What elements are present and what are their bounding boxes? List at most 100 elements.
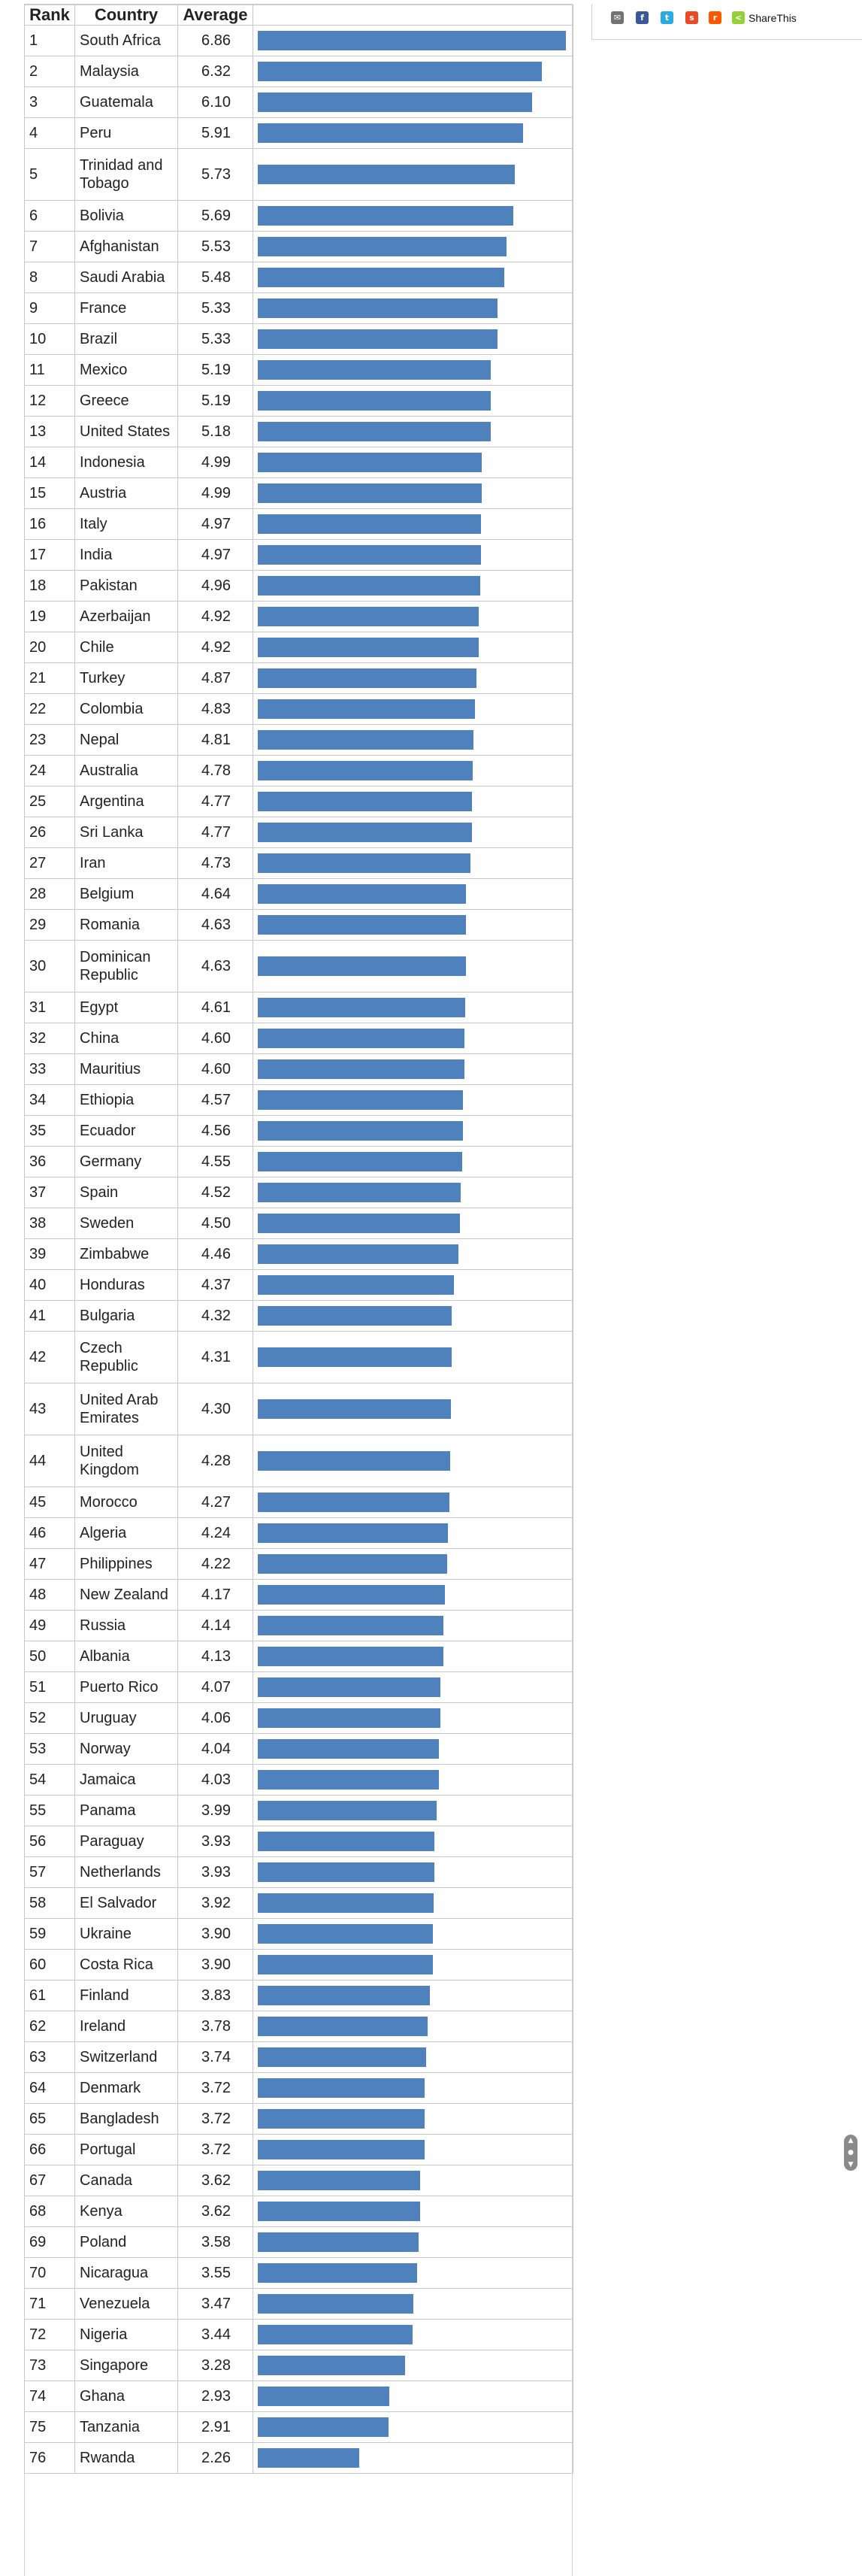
- average-cell: 3.78: [177, 2011, 253, 2042]
- average-cell: 4.27: [177, 1487, 253, 1518]
- scroll-handle-icon[interactable]: ●: [848, 2149, 854, 2156]
- bar-colombia: [258, 699, 475, 719]
- rank-cell: 34: [24, 1084, 75, 1116]
- email-share-icon[interactable]: ✉: [611, 11, 624, 24]
- rank-cell: 11: [24, 354, 75, 386]
- country-cell: Ukraine: [74, 1918, 178, 1950]
- bar-zimbabwe: [258, 1244, 458, 1264]
- average-column-header: Average: [177, 5, 253, 26]
- bar-albania: [258, 1647, 443, 1666]
- table-body: 1 South Africa 6.86 2 Malaysia 6.32 3 Guatemala…: [24, 25, 573, 2474]
- country-cell: Philippines: [74, 1548, 178, 1580]
- average-cell: 6.32: [177, 56, 253, 87]
- rank-cell: 65: [24, 2103, 75, 2135]
- twitter-share-icon[interactable]: t: [661, 11, 673, 24]
- rank-cell: 45: [24, 1487, 75, 1518]
- bar-cell: [253, 1795, 573, 1826]
- bar-cell: [253, 292, 573, 324]
- bar-iran: [258, 853, 470, 873]
- facebook-share-icon[interactable]: f: [636, 11, 649, 24]
- bar-mauritius: [258, 1059, 464, 1079]
- average-cell: 5.69: [177, 200, 253, 232]
- table-row: 30 Dominican Republic 4.63: [24, 940, 573, 993]
- average-cell: 4.96: [177, 570, 253, 602]
- average-cell: 4.32: [177, 1300, 253, 1332]
- average-cell: 3.62: [177, 2165, 253, 2196]
- average-cell: 4.87: [177, 662, 253, 694]
- country-cell: Greece: [74, 385, 178, 417]
- table-row: 2 Malaysia 6.32: [24, 56, 573, 87]
- bar-cell: [253, 817, 573, 848]
- average-cell: 3.90: [177, 1949, 253, 1980]
- table-row: 10 Brazil 5.33: [24, 323, 573, 355]
- bar-cell: [253, 662, 573, 694]
- sharethis-icon[interactable]: <: [732, 11, 745, 24]
- bar-trinidad-and-tobago: [258, 165, 515, 184]
- country-cell: Algeria: [74, 1517, 178, 1549]
- bar-morocco: [258, 1493, 449, 1512]
- rank-cell: 63: [24, 2041, 75, 2073]
- table-row: 50 Albania 4.13: [24, 1641, 573, 1672]
- country-cell: United Kingdom: [74, 1435, 178, 1487]
- table-row: 33 Mauritius 4.60: [24, 1053, 573, 1085]
- bar-czech-republic: [258, 1347, 452, 1367]
- sharethis-label[interactable]: ShareThis: [749, 12, 797, 24]
- bar-greece: [258, 391, 491, 411]
- bar-cell: [253, 2411, 573, 2443]
- bar-egypt: [258, 998, 465, 1017]
- table-row: 17 India 4.97: [24, 539, 573, 571]
- bar-cell: [253, 323, 573, 355]
- bar-cell: [253, 1610, 573, 1641]
- average-cell: 4.64: [177, 878, 253, 910]
- bar-mexico: [258, 360, 491, 380]
- bar-france: [258, 299, 498, 318]
- bar-cell: [253, 117, 573, 149]
- stumbleupon-share-icon[interactable]: s: [685, 11, 698, 24]
- bar-honduras: [258, 1275, 454, 1295]
- average-cell: 4.60: [177, 1053, 253, 1085]
- bar-cell: [253, 2288, 573, 2320]
- bar-cell: [253, 2319, 573, 2350]
- reddit-share-icon[interactable]: r: [709, 11, 721, 24]
- table-row: 1 South Africa 6.86: [24, 25, 573, 56]
- bar-cell: [253, 231, 573, 262]
- country-cell: Netherlands: [74, 1856, 178, 1888]
- bar-afghanistan: [258, 237, 507, 256]
- rank-cell: 22: [24, 693, 75, 725]
- country-cell: Norway: [74, 1733, 178, 1765]
- bar-cell: [253, 1146, 573, 1177]
- country-cell: Ethiopia: [74, 1084, 178, 1116]
- rank-cell: 47: [24, 1548, 75, 1580]
- country-cell: Belgium: [74, 878, 178, 910]
- rank-cell: 7: [24, 231, 75, 262]
- table-row: 69 Poland 3.58: [24, 2226, 573, 2258]
- rank-cell: 43: [24, 1383, 75, 1435]
- rank-cell: 66: [24, 2134, 75, 2165]
- scroll-down-icon[interactable]: ▼: [848, 2161, 854, 2168]
- bar-saudi-arabia: [258, 268, 504, 287]
- rank-cell: 75: [24, 2411, 75, 2443]
- table-row: 70 Nicaragua 3.55: [24, 2257, 573, 2289]
- bar-cell: [253, 2103, 573, 2135]
- bar-cell: [253, 1887, 573, 1919]
- country-cell: India: [74, 539, 178, 571]
- rank-cell: 28: [24, 878, 75, 910]
- scroll-widget[interactable]: ▲ ● ▼: [844, 2135, 857, 2171]
- scroll-up-icon[interactable]: ▲: [848, 2137, 854, 2144]
- bar-tanzania: [258, 2417, 389, 2437]
- table-row: 59 Ukraine 3.90: [24, 1918, 573, 1950]
- table-row: 4 Peru 5.91: [24, 117, 573, 149]
- table-row: 56 Paraguay 3.93: [24, 1826, 573, 1857]
- average-cell: 3.90: [177, 1918, 253, 1950]
- bar-cell: [253, 1177, 573, 1208]
- country-cell: Morocco: [74, 1487, 178, 1518]
- rank-cell: 12: [24, 385, 75, 417]
- bar-cell: [253, 25, 573, 56]
- rank-cell: 36: [24, 1146, 75, 1177]
- bar-venezuela: [258, 2294, 413, 2314]
- rank-cell: 72: [24, 2319, 75, 2350]
- average-cell: 2.93: [177, 2381, 253, 2412]
- bar-nigeria: [258, 2325, 413, 2344]
- average-cell: 5.33: [177, 323, 253, 355]
- table-row: 74 Ghana 2.93: [24, 2381, 573, 2412]
